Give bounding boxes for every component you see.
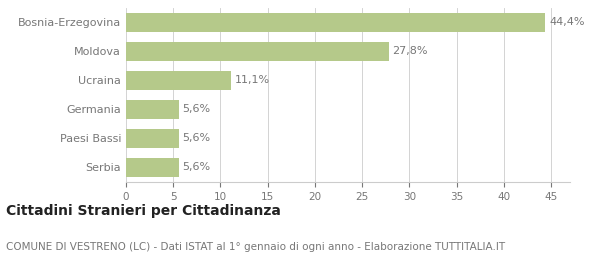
Bar xyxy=(126,42,389,61)
Text: 5,6%: 5,6% xyxy=(182,133,211,144)
Bar xyxy=(126,71,231,90)
Bar xyxy=(126,129,179,148)
Bar xyxy=(126,158,179,177)
Bar xyxy=(126,100,179,119)
Text: Cittadini Stranieri per Cittadinanza: Cittadini Stranieri per Cittadinanza xyxy=(6,204,281,218)
Bar xyxy=(126,13,545,32)
Text: 27,8%: 27,8% xyxy=(392,46,428,56)
Text: 5,6%: 5,6% xyxy=(182,105,211,114)
Text: 11,1%: 11,1% xyxy=(235,75,270,85)
Text: 44,4%: 44,4% xyxy=(549,17,585,27)
Text: 5,6%: 5,6% xyxy=(182,162,211,172)
Text: COMUNE DI VESTRENO (LC) - Dati ISTAT al 1° gennaio di ogni anno - Elaborazione T: COMUNE DI VESTRENO (LC) - Dati ISTAT al … xyxy=(6,242,505,252)
